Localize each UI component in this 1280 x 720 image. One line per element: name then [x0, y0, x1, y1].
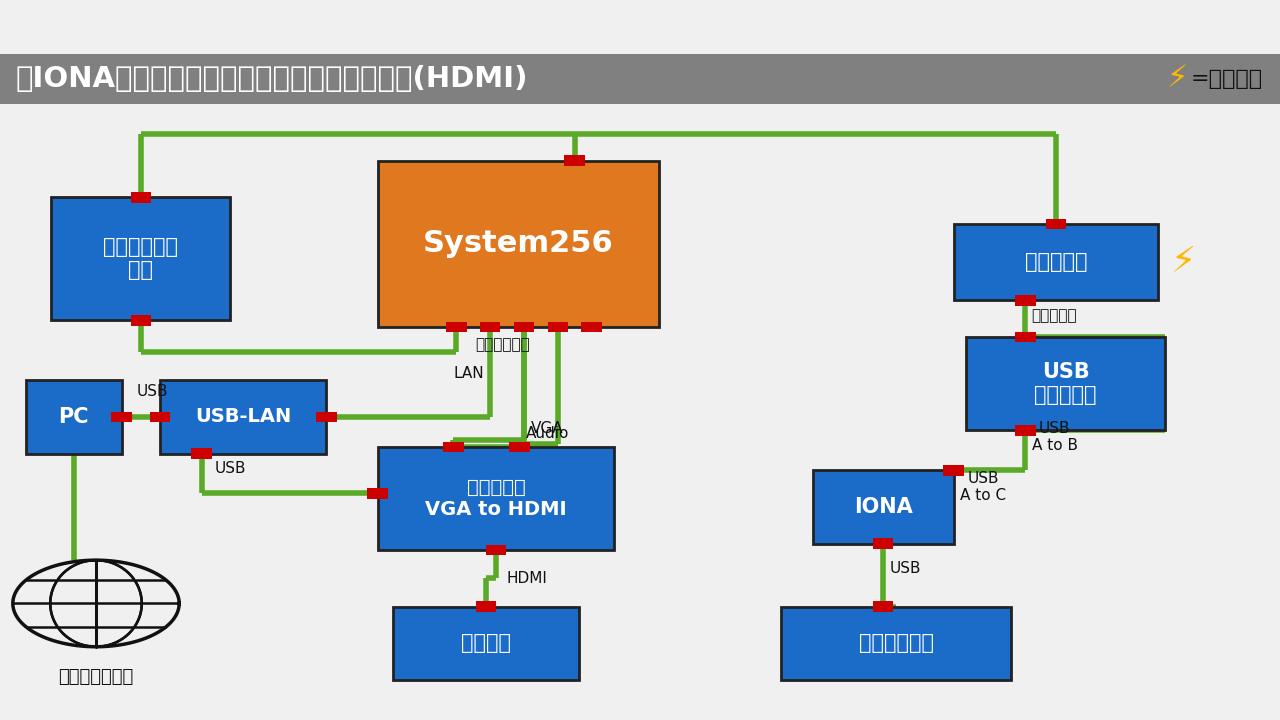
Bar	[873, 601, 893, 612]
Bar	[954, 224, 1158, 300]
Bar	[781, 607, 1011, 680]
Bar	[581, 322, 602, 333]
Text: コントローラ: コントローラ	[859, 634, 933, 654]
Bar	[480, 322, 500, 333]
Bar	[378, 447, 614, 550]
Bar	[367, 488, 388, 499]
Text: LAN: LAN	[453, 366, 484, 381]
Text: インターネット: インターネット	[59, 667, 133, 685]
Bar	[131, 192, 151, 202]
Bar	[111, 412, 132, 423]
Bar	[150, 412, 170, 423]
Text: コンバータ
VGA to HDMI: コンバータ VGA to HDMI	[425, 478, 567, 519]
Text: 【IONA構成】ひとまずネット対戦に参加！！(HDMI): 【IONA構成】ひとまずネット対戦に参加！！(HDMI)	[15, 65, 527, 93]
Text: USB: USB	[890, 561, 922, 576]
Bar	[160, 380, 326, 454]
Bar	[813, 470, 954, 544]
Bar	[476, 601, 497, 612]
Text: モニター: モニター	[461, 634, 511, 654]
Bar	[966, 337, 1165, 431]
Text: 電源ケーブル: 電源ケーブル	[476, 337, 530, 352]
Bar	[393, 607, 579, 680]
Text: USB
コンセント: USB コンセント	[1034, 362, 1097, 405]
Bar	[943, 465, 964, 476]
Text: 電源タップ: 電源タップ	[1025, 252, 1087, 272]
Text: USB-LAN: USB-LAN	[195, 408, 292, 426]
Text: USB: USB	[215, 461, 246, 476]
Bar	[378, 161, 659, 327]
Bar	[1015, 295, 1036, 306]
Bar	[509, 441, 530, 452]
Bar	[873, 538, 893, 549]
Bar	[51, 197, 230, 320]
Bar	[26, 380, 122, 454]
Bar	[485, 545, 506, 556]
Text: コンセント: コンセント	[1032, 308, 1078, 323]
Bar	[564, 156, 585, 166]
Text: USB: USB	[137, 384, 169, 399]
Bar	[0, 54, 1280, 104]
Bar	[1015, 332, 1036, 343]
Text: PC: PC	[59, 407, 88, 427]
Text: HDMI: HDMI	[506, 571, 547, 586]
Bar	[131, 315, 151, 325]
Text: USB
A to C: USB A to C	[960, 471, 1006, 503]
Bar	[1046, 218, 1066, 229]
Text: USB
A to B: USB A to B	[1032, 420, 1078, 453]
Text: ⚡: ⚡	[1167, 65, 1188, 94]
Bar	[192, 449, 211, 459]
Bar	[447, 322, 467, 333]
Bar	[513, 322, 534, 333]
Bar	[443, 441, 463, 452]
Text: スイッチング
電源: スイッチング 電源	[104, 237, 178, 280]
Bar	[548, 322, 568, 333]
Text: IONA: IONA	[854, 497, 913, 517]
Text: ⚡: ⚡	[1171, 245, 1197, 279]
Text: VGA: VGA	[530, 420, 563, 436]
Bar	[548, 322, 568, 333]
Bar	[480, 322, 500, 333]
Bar	[513, 322, 534, 333]
Text: =電源取得: =電源取得	[1190, 69, 1262, 89]
Bar	[1015, 425, 1036, 436]
Text: Audio: Audio	[526, 426, 570, 441]
Bar	[316, 412, 337, 423]
Text: System256: System256	[422, 229, 614, 258]
